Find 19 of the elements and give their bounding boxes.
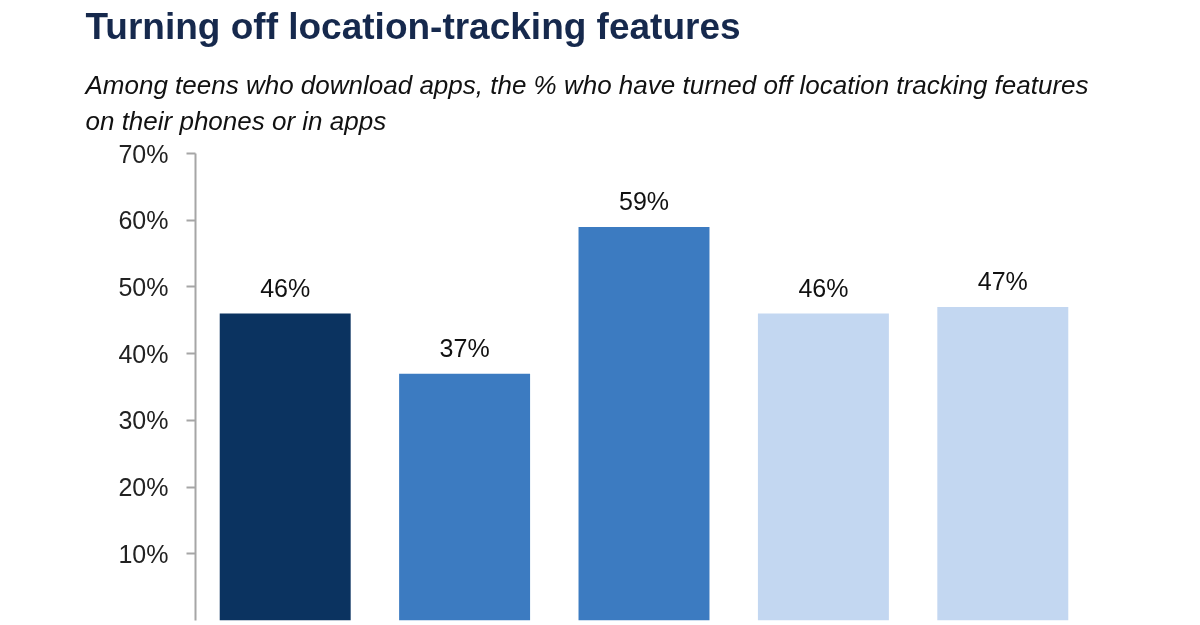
data-label: 37%	[439, 333, 490, 362]
y-tick-label: 10%	[118, 539, 169, 568]
bar	[937, 306, 1069, 621]
y-tick-label: 50%	[118, 272, 169, 301]
y-tick-label: 20%	[118, 473, 169, 502]
bar	[399, 373, 531, 621]
bar	[219, 313, 351, 621]
y-tick-label: 30%	[118, 406, 169, 435]
y-tick-label: 60%	[118, 206, 169, 235]
y-tick-label: 40%	[118, 339, 169, 368]
data-label: 59%	[618, 186, 670, 215]
chart-subtitle: Among teens who download apps, the % who have turned off location tracking features on their phones or in apps	[83, 69, 1089, 136]
data-label: 46%	[798, 273, 849, 302]
data-label: 46%	[260, 273, 311, 302]
chart-title: Turning off location-tracking features	[85, 5, 741, 47]
y-tick-label: 70%	[118, 139, 169, 168]
data-label: 47%	[977, 266, 1028, 295]
bar	[578, 226, 710, 621]
bar	[757, 313, 889, 621]
